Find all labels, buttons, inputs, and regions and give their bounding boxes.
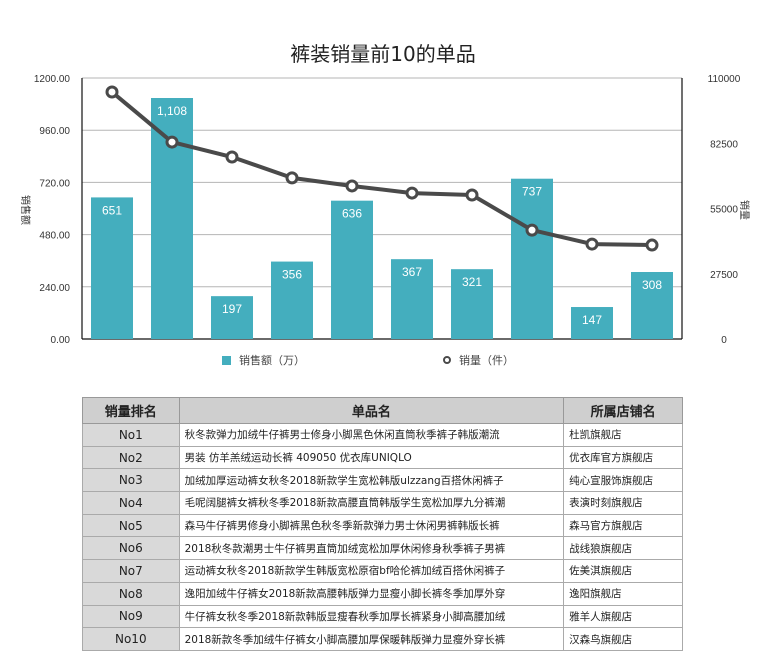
- rank-cell: No7: [82, 559, 180, 583]
- legend-bar-label: 销售额（万）: [239, 354, 305, 367]
- store-cell: 表演时刻旗舰店: [563, 491, 683, 515]
- line-marker-icon: [443, 356, 451, 364]
- ranking-table: 销量排名 单品名 所属店铺名 No1 秋冬款弹力加绒牛仔裤男士修身小脚黑色休闲直筒…: [82, 397, 683, 651]
- line-point-marker: [525, 223, 539, 237]
- left-axis-label: 销售额: [19, 195, 32, 225]
- store-cell: 纯心宣服饰旗舰店: [563, 468, 683, 493]
- table-row: No4 毛呢阔腿裤女裤秋冬季2018新款高腰直筒韩版学生宽松加厚九分裤潮 表演时刻旗…: [82, 491, 683, 515]
- chart-title: 裤装销量前10的单品: [290, 42, 476, 66]
- bar-value-label: 367: [402, 265, 422, 279]
- bar-swatch-icon: [222, 355, 231, 365]
- item-name-cell: 2018新款冬季加绒牛仔裤女小脚高腰加厚保暖韩版弹力显瘦外穿长裤: [178, 627, 565, 651]
- table-row: No8 逸阳加绒牛仔裤女2018新款高腰韩版弹力显瘦小脚长裤冬季加厚外穿 逸阳旗舰店: [82, 581, 683, 606]
- line-point-marker: [345, 179, 359, 193]
- bar-value-label: 737: [522, 185, 542, 199]
- table-row: No5 森马牛仔裤男修身小脚裤黑色秋冬季新款弹力男士休闲男裤韩版长裤 森马官方旗舰店: [82, 513, 683, 538]
- store-cell: 雅羊人旗舰店: [563, 604, 683, 629]
- line-point-marker: [105, 85, 119, 99]
- right-axis-label: 销量: [738, 200, 751, 220]
- right-axis-tick: 110000: [708, 74, 741, 85]
- rank-cell: No10: [82, 627, 180, 651]
- line-point-marker: [645, 238, 659, 252]
- store-cell: 战线狼旗舰店: [563, 536, 683, 561]
- rank-cell: No9: [82, 604, 180, 629]
- item-name-cell: 毛呢阔腿裤女裤秋冬季2018新款高腰直筒韩版学生宽松加厚九分裤潮: [178, 491, 565, 515]
- rank-cell: No4: [82, 491, 180, 515]
- store-cell: 优衣库官方旗舰店: [563, 445, 683, 470]
- bar-value-label: 356: [282, 268, 302, 282]
- right-axis-tick: 27500: [710, 270, 738, 281]
- bar-value-label: 651: [102, 203, 122, 217]
- bar: [451, 269, 493, 339]
- rank-cell: No5: [82, 513, 180, 538]
- left-axis-tick: 0.00: [51, 335, 71, 346]
- legend-line-label: 销量（件）: [459, 354, 514, 367]
- bar: [571, 307, 613, 339]
- legend-line: 销量（件）: [443, 352, 514, 368]
- rank-cell: No1: [82, 423, 180, 447]
- store-cell: 逸阳旗舰店: [563, 581, 683, 606]
- item-name-cell: 运动裤女秋冬2018新款学生韩版宽松原宿bf哈伦裤加绒百搭休闲裤子: [178, 559, 565, 583]
- left-axis-tick: 720.00: [39, 178, 70, 189]
- bar-value-label: 321: [462, 275, 482, 289]
- table-row: No3 加绒加厚运动裤女秋冬2018新款学生宽松韩版ulzzang百搭休闲裤子 纯心…: [82, 468, 683, 493]
- header-item-name: 单品名: [178, 397, 565, 424]
- bar: [391, 259, 433, 339]
- bar: [211, 296, 253, 339]
- line-point-marker: [405, 186, 419, 200]
- bar-value-label: 308: [642, 278, 662, 292]
- table-row: No1 秋冬款弹力加绒牛仔裤男士修身小脚黑色休闲直筒秋季裤子韩版潮流 杜凯旗舰店: [82, 423, 683, 447]
- legend-bar: 销售额（万）: [222, 352, 305, 368]
- item-name-cell: 森马牛仔裤男修身小脚裤黑色秋冬季新款弹力男士休闲男裤韩版长裤: [178, 513, 565, 538]
- bar: [511, 178, 553, 339]
- item-name-cell: 秋冬款弹力加绒牛仔裤男士修身小脚黑色休闲直筒秋季裤子韩版潮流: [178, 423, 565, 447]
- table-header-row: 销量排名 单品名 所属店铺名: [82, 397, 683, 424]
- bar-value-label: 197: [222, 302, 242, 316]
- bar: [631, 272, 673, 339]
- bar: [151, 98, 193, 339]
- header-rank: 销量排名: [82, 397, 180, 424]
- item-name-cell: 逸阳加绒牛仔裤女2018新款高腰韩版弹力显瘦小脚长裤冬季加厚外穿: [178, 581, 565, 606]
- table-row: No7 运动裤女秋冬2018新款学生韩版宽松原宿bf哈伦裤加绒百搭休闲裤子 佐美淇旗…: [82, 559, 683, 583]
- line-point-marker: [165, 135, 179, 149]
- bar: [271, 261, 313, 339]
- bar-value-label: 636: [342, 207, 362, 221]
- line-point-marker: [465, 188, 479, 202]
- table-row: No10 2018新款冬季加绒牛仔裤女小脚高腰加厚保暖韩版弹力显瘦外穿长裤 汉森鸟旗…: [82, 627, 683, 651]
- store-cell: 汉森鸟旗舰店: [563, 627, 683, 651]
- header-store: 所属店铺名: [563, 397, 683, 424]
- table-row: No2 男装 仿羊羔绒运动长裤 409050 优衣库UNIQLO 优衣库官方旗舰店: [82, 445, 683, 470]
- right-axis-tick: 0: [721, 335, 727, 346]
- right-axis-tick: 55000: [710, 205, 738, 216]
- rank-cell: No2: [82, 445, 180, 470]
- left-axis-tick: 960.00: [39, 126, 70, 137]
- rank-cell: No6: [82, 536, 180, 561]
- item-name-cell: 2018秋冬款潮男士牛仔裤男直筒加绒宽松加厚休闲修身秋季裤子男裤: [178, 536, 565, 561]
- bar-value-label: 1,108: [157, 104, 187, 118]
- bar-value-label: 147: [582, 313, 602, 327]
- item-name-cell: 加绒加厚运动裤女秋冬2018新款学生宽松韩版ulzzang百搭休闲裤子: [178, 468, 565, 493]
- store-cell: 佐美淇旗舰店: [563, 559, 683, 583]
- line-point-marker: [585, 237, 599, 251]
- item-name-cell: 男装 仿羊羔绒运动长裤 409050 优衣库UNIQLO: [178, 445, 565, 470]
- table-row: No6 2018秋冬款潮男士牛仔裤男直筒加绒宽松加厚休闲修身秋季裤子男裤 战线狼旗舰…: [82, 536, 683, 561]
- rank-cell: No3: [82, 468, 180, 493]
- item-name-cell: 牛仔裤女秋冬季2018新款韩版显瘦春秋季加厚长裤紧身小脚高腰加绒: [178, 604, 565, 629]
- bar: [331, 200, 373, 339]
- combo-chart: 0.00 240.00 480.00 720.00 960.00 1200.00 0 2750…: [19, 74, 751, 346]
- sales-volume-line: [110, 90, 653, 248]
- store-cell: 杜凯旗舰店: [563, 423, 683, 447]
- line-point-marker: [285, 171, 299, 185]
- rank-cell: No8: [82, 581, 180, 606]
- line-point-marker: [225, 150, 239, 164]
- bar: [91, 197, 133, 339]
- store-cell: 森马官方旗舰店: [563, 513, 683, 538]
- left-axis-tick: 240.00: [39, 283, 70, 294]
- table-row: No9 牛仔裤女秋冬季2018新款韩版显瘦春秋季加厚长裤紧身小脚高腰加绒 雅羊人旗舰…: [82, 604, 683, 629]
- right-axis-tick: 82500: [710, 139, 738, 150]
- left-axis-tick: 480.00: [39, 231, 70, 242]
- left-axis-tick: 1200.00: [34, 74, 71, 85]
